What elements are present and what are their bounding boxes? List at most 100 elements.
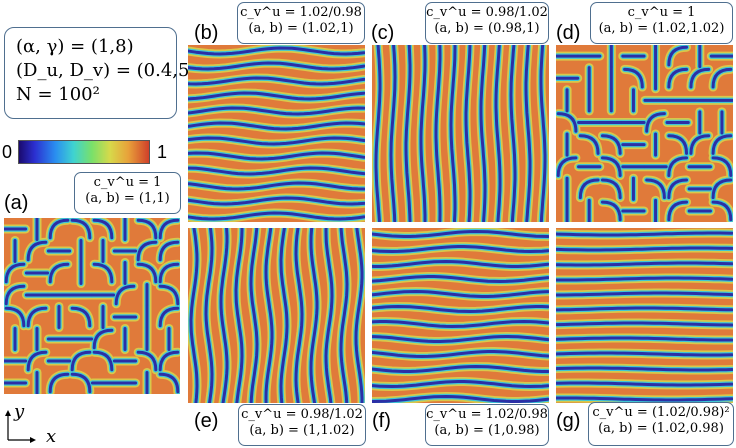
stripe [188, 91, 365, 101]
stripe [667, 134, 689, 155]
stripe [449, 45, 457, 222]
stripe [158, 240, 180, 262]
stripe [372, 320, 549, 328]
stripe [279, 228, 289, 403]
stripe [434, 45, 442, 222]
stripe [556, 306, 733, 312]
stripe [667, 156, 689, 178]
stripe [711, 134, 733, 155]
pattern-background [372, 45, 549, 222]
stripe [234, 228, 244, 403]
stripe [92, 262, 114, 284]
stripe [249, 228, 259, 403]
stripe [188, 181, 365, 191]
y-axis-label: y [14, 401, 25, 422]
stripe [309, 228, 319, 403]
stripe [600, 156, 622, 178]
panel-b-cv: c_v^u = 1.02/0.98 [240, 5, 362, 20]
stripe [578, 134, 600, 155]
stripe [188, 46, 365, 56]
parameter-box: (α, γ) = (1,8) (D_u, D_v) = (0.4,5) N = … [4, 27, 197, 119]
pattern-background [188, 45, 365, 222]
stripe [26, 350, 48, 372]
panel-e-cv: c_v^u = 0.98/1.02 [241, 407, 363, 422]
stripe [92, 328, 114, 350]
panel-g-ab: (a, b) = (1.02,0.98) [598, 421, 724, 436]
stripe [372, 335, 549, 343]
stripe [372, 365, 549, 373]
panel-f-param-box: c_v^u = 1.02/0.98 (a, b) = (1,0.98) [425, 404, 549, 446]
panel-g-cv: c_v^u = (1.02/0.98)² [592, 405, 730, 420]
stripe [509, 45, 517, 222]
stripe [578, 178, 600, 200]
stripe [136, 218, 158, 240]
stripe [136, 240, 158, 262]
stripe [600, 200, 622, 222]
stripe [158, 284, 180, 306]
stripe [494, 45, 502, 222]
stripe [556, 381, 733, 387]
stripe [556, 246, 733, 252]
stripe [372, 230, 549, 238]
panel-b-ab: (a, b) = (1.02,1) [248, 21, 354, 36]
stripe [158, 262, 180, 284]
panel-c-param-box: c_v^u = 0.98/1.02 (a, b) = (0.98,1) [425, 2, 549, 44]
param-diffusion: (D_u, D_v) = (0.4,5) [16, 60, 197, 81]
pattern-panel-d [556, 45, 733, 222]
stripe [464, 45, 472, 222]
stripe [26, 306, 48, 328]
panel-d-cv: c_v^u = 1 [627, 5, 696, 20]
panel-b-tag: (b) [194, 22, 219, 44]
pattern-panel-g [556, 228, 733, 403]
colorbar-min-label: 0 [2, 142, 13, 162]
stripe [264, 228, 274, 403]
stripe [689, 134, 711, 155]
stripe [372, 275, 549, 283]
panel-f-cv: c_v^u = 1.02/0.98 [426, 407, 548, 422]
panel-f-ab: (a, b) = (1,0.98) [434, 423, 540, 438]
stripe [372, 380, 549, 388]
stripe [158, 350, 180, 372]
stripe [372, 395, 549, 403]
stripe [556, 351, 733, 357]
stripe [556, 366, 733, 372]
stripe [689, 67, 711, 89]
panel-f-tag: (f) [372, 410, 391, 432]
stripe [711, 156, 733, 178]
stripe [48, 262, 70, 284]
pattern-panel-c [372, 45, 549, 222]
stripe [479, 45, 487, 222]
stripe [70, 372, 92, 394]
panel-d-ab: (a, b) = (1.02,1.02) [598, 21, 725, 36]
stripe [556, 396, 733, 402]
panel-d-tag: (d) [556, 22, 581, 44]
stripe [372, 290, 549, 298]
panel-e-tag: (e) [194, 410, 219, 432]
stripe [711, 178, 733, 200]
stripe [188, 196, 365, 206]
stripe [711, 200, 733, 222]
panel-g-param-box: c_v^u = (1.02/0.98)² (a, b) = (1.02,0.98… [588, 402, 734, 446]
stripe [556, 291, 733, 297]
stripe [389, 45, 397, 222]
stripe [92, 350, 114, 372]
stripe [158, 218, 180, 240]
stripe [524, 45, 532, 222]
stripe [188, 76, 365, 86]
stripe [188, 211, 365, 221]
panel-a-ab: (a, b) = (1,1) [85, 191, 170, 206]
stripe [294, 228, 304, 403]
pattern-panel-b [188, 45, 365, 222]
stripe [70, 350, 92, 372]
stripe [188, 121, 365, 131]
stripe [372, 245, 549, 253]
stripe [188, 106, 365, 116]
stripe [667, 67, 689, 89]
stripe [26, 240, 48, 262]
param-grid-size: N = 100² [16, 84, 100, 105]
stripe [419, 45, 427, 222]
stripe [372, 305, 549, 313]
stripe [711, 67, 733, 89]
stripe [372, 350, 549, 358]
stripe [204, 228, 214, 403]
